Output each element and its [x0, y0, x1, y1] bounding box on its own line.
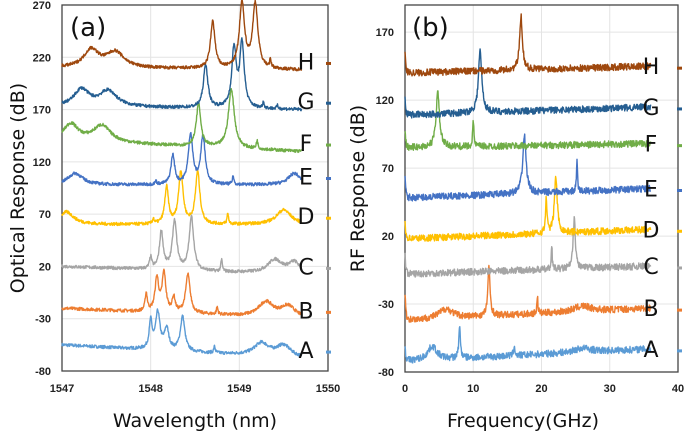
- series-line-c: [61, 214, 303, 274]
- series-line-b: [61, 268, 302, 317]
- series-label-c: C: [643, 255, 658, 280]
- y-tick-label: 70: [39, 209, 51, 221]
- series-label-h: H: [298, 50, 315, 75]
- series-label-c: C: [298, 255, 313, 280]
- series-line-h: [61, 0, 303, 72]
- y-tick-label: 120: [33, 157, 51, 169]
- panel-a: -80 -30 20 70 120 170 220 270 1547 1548 1549 1550 AB…: [7, 0, 340, 432]
- series-line-g: [61, 37, 303, 112]
- series-line-g: [404, 48, 652, 119]
- y-axis-title: Optical Response (dB): [7, 83, 29, 293]
- series-label-a: A: [643, 338, 658, 363]
- series-label-e: E: [299, 165, 313, 190]
- y-tick-label: 20: [382, 231, 394, 243]
- series-label-g: G: [297, 90, 314, 115]
- series-line-e: [404, 133, 652, 202]
- series-line-f: [61, 88, 303, 154]
- series-label-d: D: [298, 205, 315, 230]
- series-line-a: [61, 308, 303, 357]
- y-tick-label: 220: [33, 52, 51, 64]
- series-line-h: [404, 13, 652, 77]
- y-tick-label: -30: [378, 299, 394, 311]
- series-label-b: B: [298, 299, 313, 324]
- series-label-b: B: [643, 297, 658, 322]
- series-line-c: [404, 216, 652, 278]
- panel-label: (b): [412, 13, 449, 43]
- y-tick-label: 20: [39, 261, 51, 273]
- x-tick-label: 40: [672, 383, 684, 395]
- y-tick-label: -80: [378, 367, 394, 379]
- series-label-f: F: [645, 133, 658, 158]
- y-axis-title: RF Response (dB): [347, 105, 369, 272]
- series-label-d: D: [643, 218, 660, 243]
- y-tick-label: -30: [35, 314, 51, 326]
- series-label-g: G: [642, 96, 659, 121]
- y-tick-label: 170: [33, 105, 51, 117]
- x-tick-label: 1547: [50, 383, 74, 395]
- series-line-f: [404, 90, 652, 151]
- series-line-a: [404, 326, 652, 364]
- plot-frame: [61, 4, 329, 372]
- y-tick-label: 270: [33, 0, 51, 12]
- x-tick-label: 1548: [138, 383, 162, 395]
- y-tick-label: -80: [35, 366, 51, 378]
- panel-label: (a): [70, 13, 106, 43]
- x-tick-label: 20: [535, 383, 547, 395]
- series-label-e: E: [644, 178, 658, 203]
- x-axis-title: Wavelength (nm): [113, 410, 277, 432]
- x-tick-label: 10: [467, 383, 479, 395]
- series-label-f: F: [300, 132, 313, 157]
- series-line-b: [404, 264, 652, 323]
- y-tick-label: 70: [382, 163, 394, 175]
- series-line-d: [404, 175, 652, 242]
- series-label-h: H: [643, 55, 660, 80]
- x-tick-label: 0: [402, 383, 408, 395]
- x-tick-label: 30: [604, 383, 616, 395]
- y-tick-label: 170: [376, 27, 394, 39]
- series-line-d: [61, 169, 303, 227]
- y-tick-label: 120: [376, 95, 394, 107]
- x-axis-title: Frequency(GHz): [447, 410, 599, 432]
- series-label-a: A: [298, 339, 313, 364]
- x-tick-label: 1549: [227, 383, 251, 395]
- plot-frame: [404, 4, 679, 373]
- series-line-e: [61, 131, 302, 187]
- x-tick-label: 1550: [316, 383, 340, 395]
